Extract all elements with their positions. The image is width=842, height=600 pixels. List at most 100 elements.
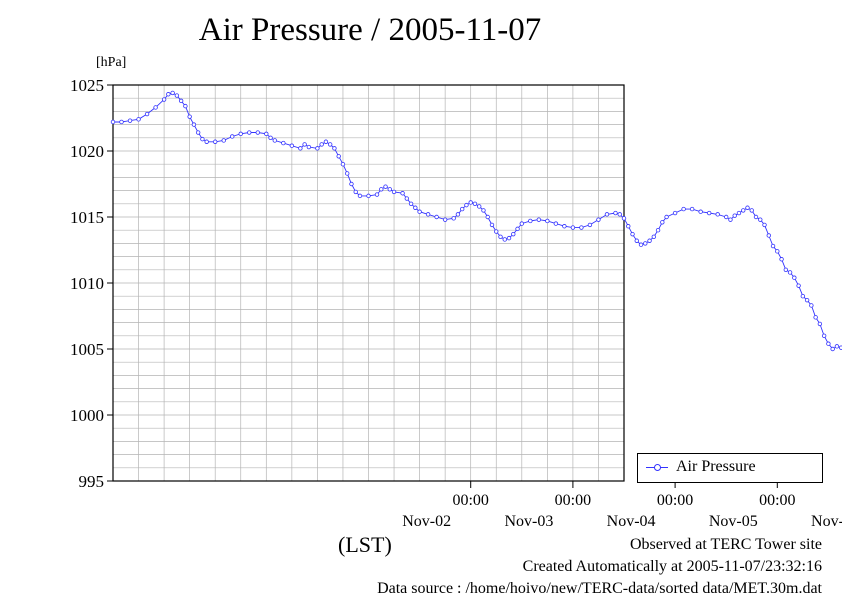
- data-point: [779, 257, 784, 262]
- data-point: [647, 238, 652, 243]
- y-axis: 995 1000 1005 1010 1015 1020 1025: [70, 76, 113, 491]
- data-point: [468, 200, 473, 205]
- data-point: [634, 238, 639, 243]
- legend-label: Air Pressure: [676, 458, 756, 475]
- data-point: [651, 234, 657, 239]
- data-point: [212, 139, 218, 144]
- data-point: [345, 171, 350, 176]
- data-point: [838, 345, 842, 350]
- data-point: [817, 321, 823, 327]
- data-point: [204, 139, 209, 144]
- data-point: [485, 214, 490, 220]
- data-point: [166, 92, 171, 97]
- data-point: [374, 192, 380, 197]
- data-point: [319, 142, 324, 147]
- data-point: [655, 227, 661, 233]
- data-point: [804, 297, 810, 303]
- data-point: [136, 117, 141, 122]
- chart-title: Air Pressure / 2005-11-07: [198, 12, 542, 48]
- data-point: [349, 181, 354, 187]
- data-point: [502, 237, 507, 242]
- data-point: [553, 221, 559, 226]
- data-point: [178, 98, 184, 104]
- data-point: [425, 212, 431, 217]
- x-tick-time: 00:00: [759, 492, 795, 509]
- data-point: [660, 220, 665, 225]
- data-point: [536, 217, 542, 222]
- data-point: [183, 103, 188, 109]
- data-point: [792, 275, 797, 280]
- data-point: [604, 212, 610, 217]
- x-tick-time: 00:00: [555, 492, 591, 509]
- x-tick-date: Nov-02: [402, 513, 451, 530]
- data-point: [332, 146, 337, 151]
- data-point: [306, 144, 312, 150]
- data-point: [161, 97, 167, 102]
- data-point: [834, 344, 840, 349]
- y-tick-label: 1020: [70, 142, 104, 161]
- data-point: [813, 315, 818, 320]
- data-point: [472, 201, 478, 206]
- data-point: [587, 222, 593, 228]
- data-point: [830, 346, 835, 352]
- data-point: [119, 119, 124, 125]
- footer-created: Created Automatically at 2005-11-07/23:3…: [522, 558, 822, 575]
- data-point: [796, 283, 801, 288]
- legend: Air Pressure: [637, 453, 823, 483]
- data-point: [770, 243, 776, 249]
- data-point: [617, 212, 622, 217]
- data-point: [681, 206, 686, 212]
- data-point: [302, 142, 307, 147]
- data-point: [749, 208, 754, 213]
- data-point: [511, 231, 516, 237]
- data-point: [728, 217, 733, 222]
- footer-site: Observed at TERC Tower site: [629, 536, 822, 553]
- data-point: [336, 154, 341, 159]
- data-point: [264, 131, 269, 137]
- footer-source: Data source : /home/hoivo/new/TERC-data/…: [377, 580, 822, 597]
- y-tick-label: 1015: [70, 208, 104, 227]
- data-point: [127, 118, 133, 123]
- data-point: [170, 90, 175, 96]
- data-point: [672, 210, 678, 216]
- data-point: [357, 193, 363, 199]
- data-point: [753, 214, 759, 220]
- data-point: [626, 224, 631, 229]
- data-point: [515, 226, 520, 232]
- data-point: [417, 209, 422, 214]
- data-point: [787, 270, 793, 275]
- data-point: [200, 136, 205, 142]
- data-point: [613, 210, 618, 216]
- data-point: [400, 191, 405, 196]
- y-tick-label: 1010: [70, 274, 104, 293]
- data-point: [519, 221, 524, 226]
- data-point: [724, 214, 729, 220]
- data-point: [698, 209, 703, 214]
- data-point: [153, 105, 158, 110]
- x-tick-time: 00:00: [452, 492, 488, 509]
- data-point: [477, 204, 482, 209]
- grid: [113, 85, 624, 481]
- x-axis: 00:00Nov-0200:00Nov-0300:00Nov-0400:00No…: [402, 481, 842, 530]
- x-tick-date: Nov-04: [607, 513, 656, 530]
- data-point: [323, 139, 329, 144]
- data-point: [391, 189, 397, 195]
- data-point: [110, 119, 116, 125]
- data-point: [506, 235, 512, 241]
- data-point: [494, 229, 499, 234]
- data-point: [809, 303, 814, 308]
- data-point: [315, 146, 320, 151]
- x-tick-date: Nov-06: [811, 513, 842, 530]
- data-point: [762, 222, 767, 228]
- data-point: [387, 187, 392, 192]
- data-point: [736, 210, 742, 216]
- data-point: [621, 216, 627, 221]
- data-point: [404, 196, 410, 201]
- y-tick-label: 1005: [70, 340, 104, 359]
- x-tick-date: Nov-03: [504, 513, 553, 530]
- data-point: [826, 341, 831, 346]
- data-point: [379, 187, 384, 192]
- data-point: [340, 161, 346, 167]
- x-tick-time: 00:00: [657, 492, 693, 509]
- data-point: [758, 217, 763, 222]
